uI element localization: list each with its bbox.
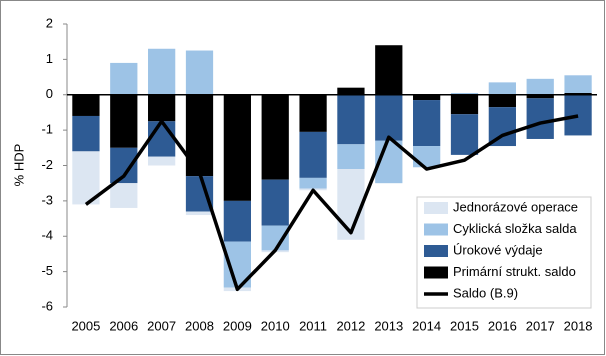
y-tick-label: -6 xyxy=(41,298,53,313)
legend-label: Úrokové výdaje xyxy=(453,242,543,257)
bar xyxy=(450,92,479,95)
x-tick-label: 2010 xyxy=(261,318,290,333)
legend-swatch xyxy=(424,245,448,257)
bar xyxy=(185,94,214,177)
bar xyxy=(337,144,365,170)
bar xyxy=(148,94,176,122)
x-tick-label: 2006 xyxy=(109,318,138,333)
bar xyxy=(223,200,251,242)
bar xyxy=(337,94,365,145)
x-tick-label: 2007 xyxy=(147,318,176,333)
bar xyxy=(299,131,327,178)
x-tick-label: 2012 xyxy=(336,318,365,333)
x-tick-label: 2017 xyxy=(526,318,555,333)
y-tick-label: -1 xyxy=(41,122,53,137)
x-tick-label: 2009 xyxy=(223,318,252,333)
bar xyxy=(261,179,289,226)
y-tick-label: -3 xyxy=(41,192,53,207)
x-tick-label: 2011 xyxy=(299,318,327,333)
x-tick-label: 2018 xyxy=(564,318,593,333)
y-tick-label: -5 xyxy=(41,263,53,278)
legend-label: Saldo (B.9) xyxy=(453,285,518,300)
y-tick-label: -4 xyxy=(41,228,53,243)
y-tick-label: 1 xyxy=(46,51,53,66)
bar xyxy=(375,45,403,95)
bar xyxy=(299,94,327,132)
line xyxy=(84,114,579,292)
bar xyxy=(413,94,441,101)
y-tick-label: 2 xyxy=(46,15,53,30)
x-tick-label: 2013 xyxy=(374,318,403,333)
bar xyxy=(413,146,441,168)
bar xyxy=(110,94,138,148)
bar xyxy=(261,94,289,180)
bar xyxy=(185,211,214,216)
bar xyxy=(185,50,214,95)
legend-label: Jednorázové operace xyxy=(453,199,578,214)
bar xyxy=(72,115,100,152)
x-tick-label: 2005 xyxy=(71,318,100,333)
bar xyxy=(148,156,176,166)
legend-swatch xyxy=(424,266,448,279)
y-tick-label: 0 xyxy=(46,86,53,101)
bar xyxy=(488,82,516,95)
bar xyxy=(488,94,516,108)
x-tick-label: 2008 xyxy=(185,318,214,333)
bar xyxy=(223,94,251,201)
bar xyxy=(526,98,554,139)
x-tick-label: 2016 xyxy=(488,318,517,333)
bar xyxy=(564,92,592,95)
bar xyxy=(450,114,479,155)
legend-label: Primární strukt. saldo xyxy=(453,264,576,279)
bar xyxy=(526,78,554,95)
bar xyxy=(299,177,327,189)
legend-label: Cyklická složka salda xyxy=(453,221,577,236)
y-axis-label: % HDP xyxy=(11,144,26,187)
legend-swatch xyxy=(424,223,448,236)
bar xyxy=(450,94,479,115)
bar xyxy=(110,183,138,208)
bar xyxy=(110,62,138,95)
bar xyxy=(337,87,365,95)
bar xyxy=(564,94,592,136)
legend-swatch xyxy=(424,202,448,214)
y-tick-label: -2 xyxy=(41,157,53,172)
bar xyxy=(148,48,176,95)
bar xyxy=(564,75,592,93)
x-tick-label: 2014 xyxy=(412,318,441,333)
bar xyxy=(413,100,441,147)
bar xyxy=(148,121,176,157)
bar xyxy=(72,94,100,116)
bar xyxy=(375,94,403,141)
bar xyxy=(526,94,554,99)
x-tick-label: 2015 xyxy=(450,318,479,333)
